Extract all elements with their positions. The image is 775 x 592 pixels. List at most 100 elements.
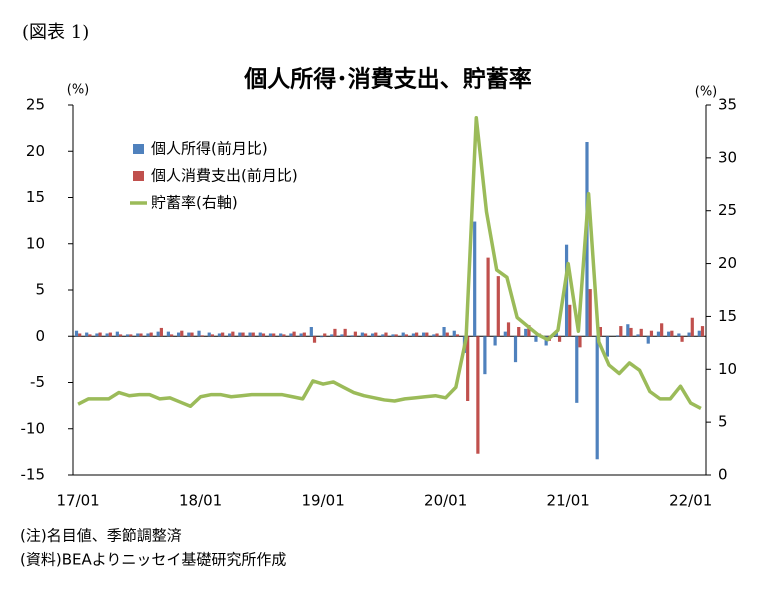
bar <box>667 331 671 337</box>
bar <box>129 334 133 337</box>
x-tick-label: 17/01 <box>56 492 99 510</box>
chart-title: 個人所得･消費支出、貯蓄率 <box>243 66 532 93</box>
bar <box>292 331 296 337</box>
bar <box>486 257 490 337</box>
x-tick-label: 22/01 <box>669 492 712 510</box>
x-tick-label: 20/01 <box>424 492 467 510</box>
bar <box>404 334 409 337</box>
bar <box>200 335 204 337</box>
bar <box>619 326 623 337</box>
bar <box>381 334 385 337</box>
bar <box>585 142 589 337</box>
bar <box>190 332 194 337</box>
bar <box>118 334 123 337</box>
bar <box>670 330 674 337</box>
bar <box>159 327 163 337</box>
bar <box>272 333 276 337</box>
bar <box>299 333 303 337</box>
bar <box>598 327 602 337</box>
bar <box>146 333 150 337</box>
y-tick-label: 15 <box>26 188 45 206</box>
bar <box>340 334 344 337</box>
y-tick-label: -10 <box>21 419 46 437</box>
y-tick-label: -5 <box>30 373 45 391</box>
bar <box>333 328 337 337</box>
bar <box>455 334 460 337</box>
bar <box>177 332 181 337</box>
bar <box>636 334 640 337</box>
bar <box>95 333 99 337</box>
bar <box>108 332 112 337</box>
bar <box>595 336 599 460</box>
note: (注)名目値、季節調整済 <box>20 527 182 545</box>
bar <box>217 333 222 337</box>
y2-tick-label: 10 <box>718 360 737 378</box>
y2-tick-label: 20 <box>718 254 737 272</box>
bar <box>394 334 398 337</box>
y-tick-label: 10 <box>26 234 45 252</box>
bar <box>677 333 681 337</box>
bar <box>557 336 562 342</box>
bar <box>98 332 102 337</box>
bar <box>78 333 82 337</box>
bar <box>513 336 518 363</box>
y-unit: (%) <box>67 83 90 98</box>
bar <box>442 327 446 337</box>
bar <box>646 336 650 344</box>
bar <box>605 336 610 357</box>
y-tick-label: 25 <box>26 96 45 114</box>
line <box>77 115 702 410</box>
bar <box>422 332 426 337</box>
bar <box>210 334 215 337</box>
bar <box>697 330 701 337</box>
bar <box>258 332 262 337</box>
bar <box>496 276 500 337</box>
bar <box>360 332 364 337</box>
bar <box>282 334 286 337</box>
bar <box>415 332 419 337</box>
y-tick-label: -15 <box>21 466 46 484</box>
bar <box>350 335 354 337</box>
y-tick-label: 0 <box>35 327 45 345</box>
bar <box>517 327 521 337</box>
bar <box>289 333 293 337</box>
bar <box>353 331 357 337</box>
bar <box>251 332 255 337</box>
y-tick-label: 5 <box>35 281 45 299</box>
bar <box>374 332 378 337</box>
figure-label: (図表 1) <box>22 22 89 43</box>
bar <box>323 333 327 337</box>
bar <box>690 317 694 337</box>
bar <box>554 332 558 337</box>
y2-unit: (%) <box>695 85 718 100</box>
bar <box>466 336 470 401</box>
bar <box>626 324 630 337</box>
bar <box>169 334 174 337</box>
bar <box>425 332 429 337</box>
bar <box>506 322 511 337</box>
bar <box>231 331 235 337</box>
bar <box>74 330 79 337</box>
bar <box>476 336 480 454</box>
bar <box>312 336 317 343</box>
bar <box>660 323 664 337</box>
bar <box>85 332 89 337</box>
bar <box>534 336 538 342</box>
y-tick-label: 20 <box>26 142 45 160</box>
bar <box>588 289 592 337</box>
bar <box>105 333 109 337</box>
legend-label: 貯蓄率(右軸) <box>151 194 238 212</box>
bar <box>248 332 252 337</box>
bar <box>261 333 266 337</box>
bar <box>700 326 705 337</box>
bar <box>527 325 531 337</box>
bar <box>238 332 242 337</box>
bar <box>445 332 449 337</box>
bar <box>616 335 620 337</box>
bar <box>656 331 661 337</box>
bar <box>241 332 245 337</box>
bar <box>575 336 579 403</box>
legend-swatch <box>133 144 144 154</box>
bar <box>268 333 273 337</box>
